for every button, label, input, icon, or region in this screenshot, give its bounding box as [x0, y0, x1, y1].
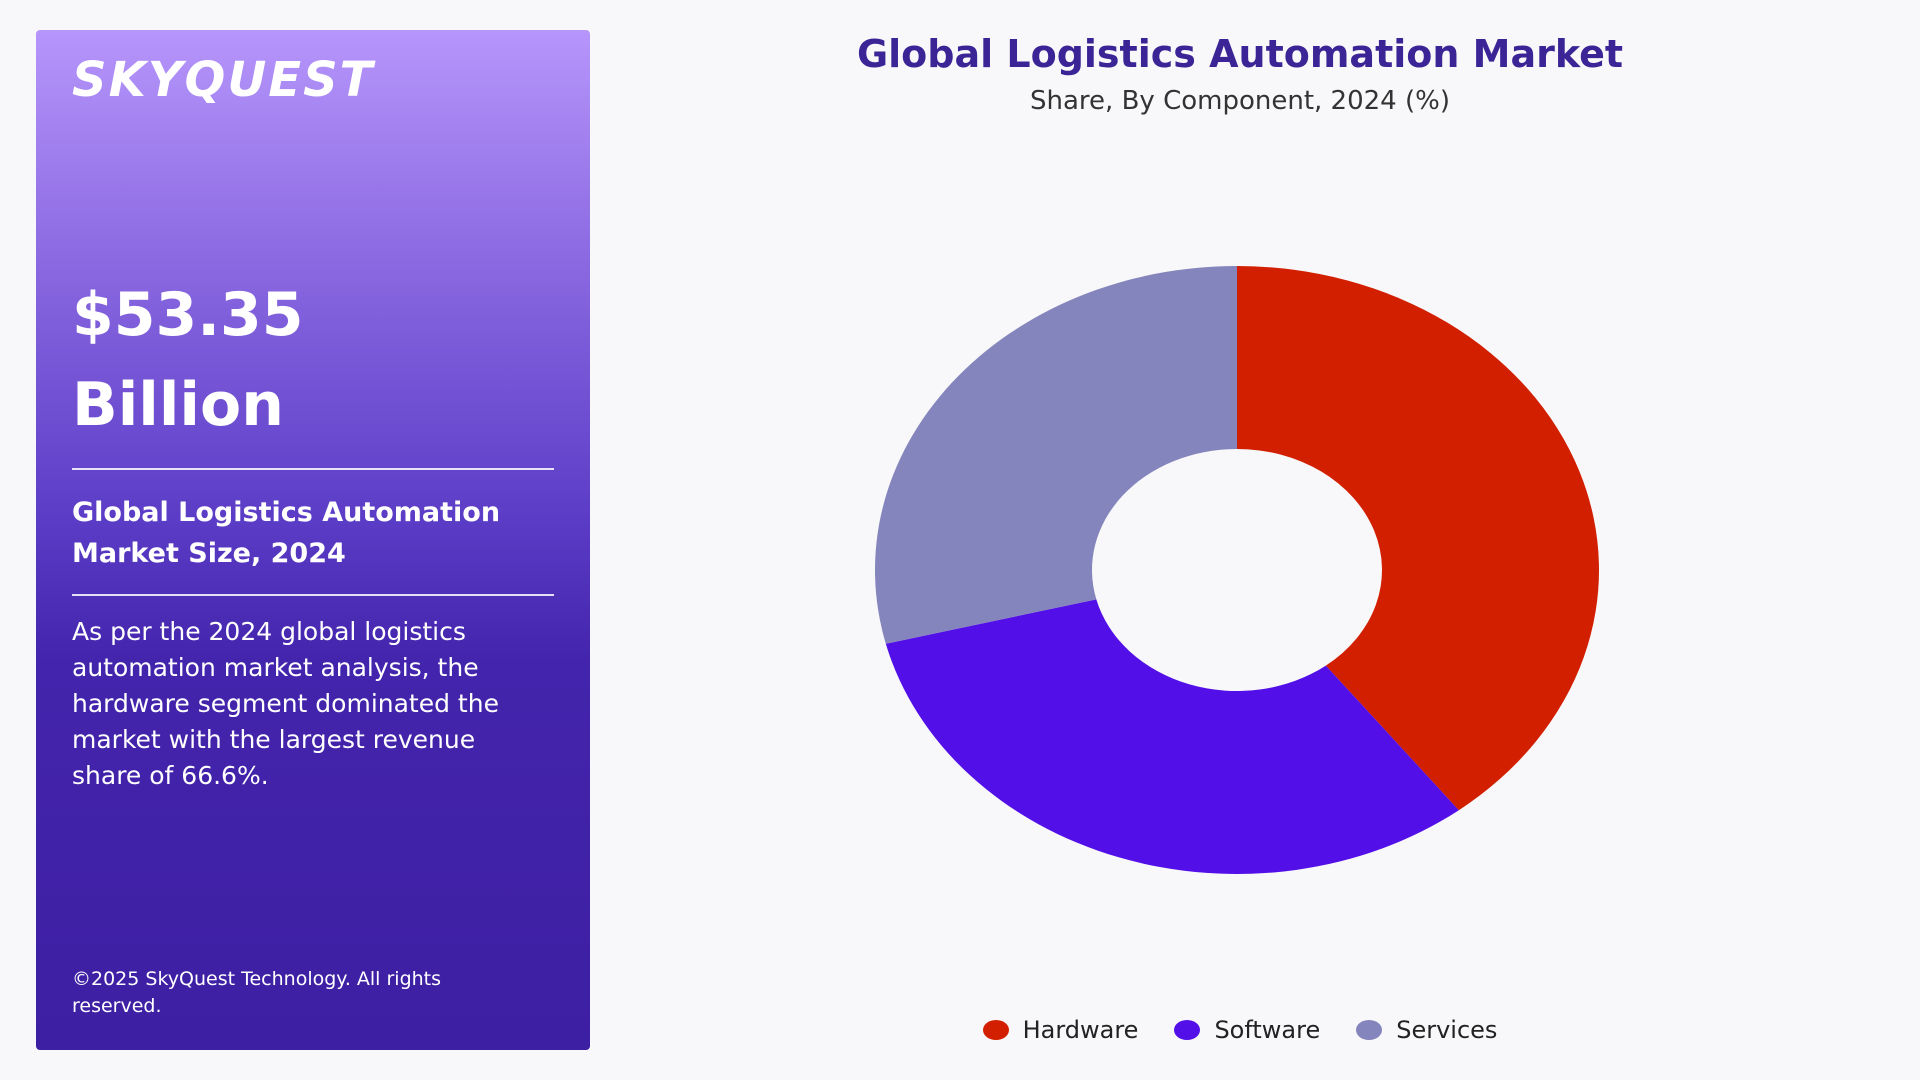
summary-panel: SKYQUEST $53.35 Billion Global Logistics… [36, 30, 590, 1050]
legend-label: Software [1214, 1016, 1321, 1044]
skyquest-logo: SKYQUEST [72, 52, 375, 108]
legend-item-software: Software [1174, 1016, 1320, 1044]
divider [72, 594, 554, 596]
legend-label: Hardware [1022, 1016, 1139, 1044]
chart-title: Global Logistics Automation Market [856, 32, 1624, 76]
market-size-unit: Billion [72, 370, 284, 440]
divider [72, 468, 554, 470]
legend-swatch [982, 1020, 1009, 1040]
legend-item-hardware: Hardware [982, 1016, 1139, 1044]
legend-label: Services [1396, 1016, 1498, 1044]
legend-swatch [1356, 1020, 1383, 1040]
chart-legend: Hardware Software Services [640, 1016, 1840, 1044]
slice-software [885, 599, 1459, 874]
market-size-value: $53.35 [72, 280, 304, 350]
legend-item-services: Services [1356, 1016, 1497, 1044]
slice-services [874, 266, 1237, 644]
market-description: As per the 2024 global logistics automat… [72, 617, 499, 790]
copyright-notice: ©2025 SkyQuest Technology. All rights re… [72, 968, 442, 1017]
market-size-title: Global Logistics Automation Market Size,… [72, 497, 501, 569]
legend-swatch [1174, 1020, 1201, 1040]
slice-hardware [1237, 266, 1599, 811]
chart-subtitle: Share, By Component, 2024 (%) [1030, 86, 1450, 116]
